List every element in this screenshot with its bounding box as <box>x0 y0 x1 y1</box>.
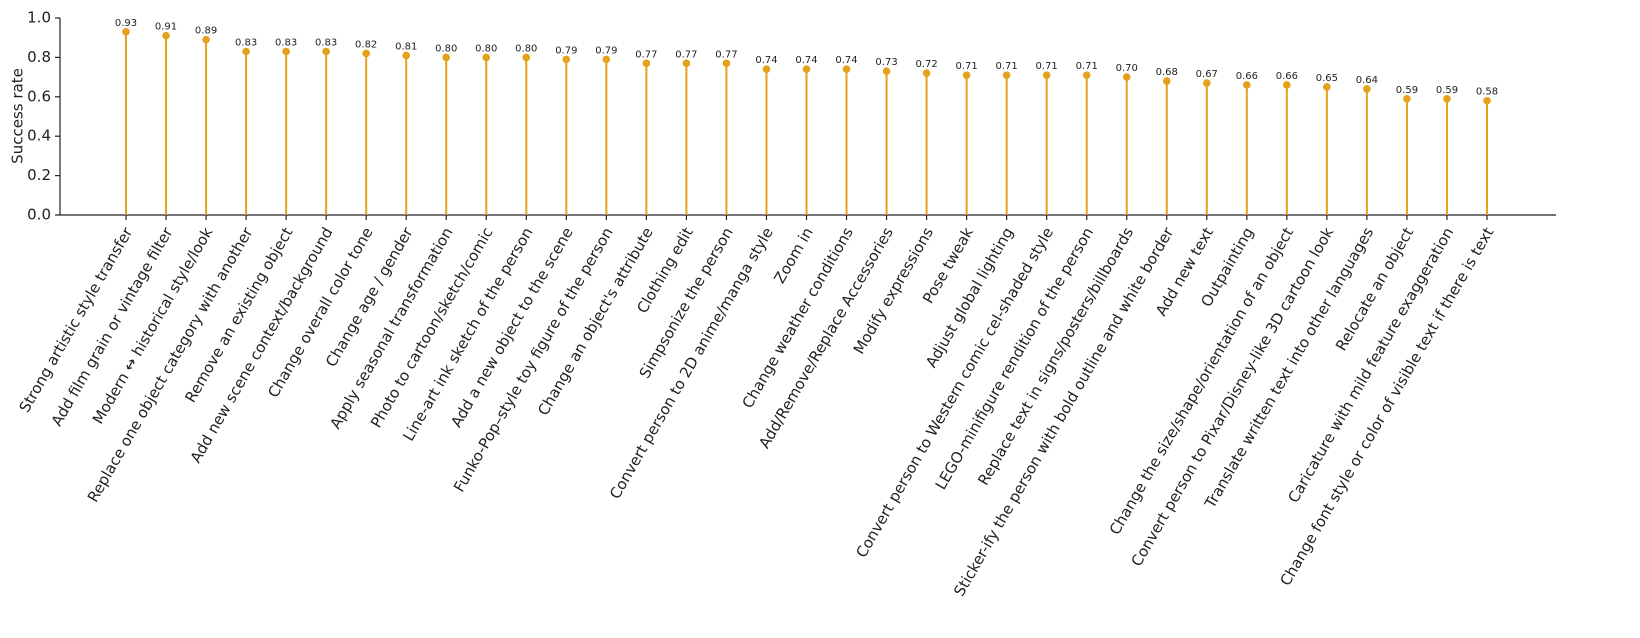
y-tick-label: 0.2 <box>27 166 51 184</box>
value-label: 0.89 <box>195 26 217 37</box>
value-label: 0.83 <box>235 37 257 48</box>
marker <box>242 47 250 56</box>
marker <box>642 59 651 68</box>
y-axis-label: Success rate <box>9 68 27 164</box>
value-label: 0.74 <box>795 55 817 66</box>
marker <box>122 27 130 36</box>
value-label: 0.77 <box>715 49 737 60</box>
value-label: 0.71 <box>955 61 977 72</box>
value-label: 0.66 <box>1276 71 1298 82</box>
y-tick-label: 0.4 <box>27 127 51 145</box>
marker <box>362 49 370 58</box>
y-tick-label: 0.6 <box>27 87 51 105</box>
marker <box>962 71 971 79</box>
y-tick-label: 0.8 <box>27 48 51 66</box>
y-tick-label: 0.0 <box>27 206 51 224</box>
value-label: 0.82 <box>355 39 377 50</box>
value-label: 0.81 <box>395 41 417 52</box>
value-label: 0.68 <box>1156 67 1178 78</box>
marker <box>722 59 731 68</box>
marker <box>162 31 170 40</box>
value-label: 0.91 <box>155 22 177 33</box>
marker <box>1082 71 1091 79</box>
marker <box>1403 94 1411 103</box>
marker <box>562 55 571 64</box>
value-label: 0.65 <box>1316 73 1338 84</box>
value-label: 0.74 <box>835 55 857 66</box>
value-label: 0.64 <box>1356 75 1378 86</box>
marker <box>682 59 691 68</box>
marker <box>802 65 811 74</box>
value-label: 0.77 <box>675 49 697 60</box>
marker <box>1042 71 1051 79</box>
marker <box>882 67 891 75</box>
value-label: 0.83 <box>275 37 297 48</box>
marker <box>602 55 611 64</box>
marker <box>482 53 491 62</box>
value-label: 0.71 <box>996 61 1018 72</box>
value-label: 0.66 <box>1236 71 1258 82</box>
marker <box>1363 85 1371 93</box>
marker <box>1483 96 1491 105</box>
value-label: 0.73 <box>875 57 897 68</box>
marker <box>1243 81 1251 89</box>
value-label: 0.59 <box>1396 85 1418 96</box>
marker <box>282 47 290 56</box>
value-label: 0.80 <box>515 43 537 54</box>
value-label: 0.77 <box>635 49 657 60</box>
value-label: 0.80 <box>475 43 497 54</box>
value-label: 0.72 <box>915 59 937 70</box>
y-tick-label: 1.0 <box>27 9 51 27</box>
marker <box>1323 83 1331 91</box>
marker <box>202 35 210 44</box>
marker <box>402 51 411 60</box>
value-label: 0.80 <box>435 43 457 54</box>
value-label: 0.59 <box>1436 85 1458 96</box>
value-label: 0.93 <box>115 18 137 29</box>
marker <box>1202 79 1211 87</box>
value-label: 0.74 <box>755 55 777 66</box>
value-label: 0.71 <box>1076 61 1098 72</box>
marker <box>1122 73 1131 81</box>
marker <box>1283 81 1291 89</box>
marker <box>1002 71 1011 79</box>
value-label: 0.83 <box>315 37 337 48</box>
marker <box>922 69 931 77</box>
value-label: 0.67 <box>1196 69 1218 80</box>
marker <box>842 65 851 74</box>
value-label: 0.79 <box>595 45 617 56</box>
marker <box>442 53 451 62</box>
value-label: 0.70 <box>1116 63 1138 74</box>
value-label: 0.58 <box>1476 87 1498 98</box>
marker <box>1443 94 1451 103</box>
value-label: 0.71 <box>1036 61 1058 72</box>
marker <box>762 65 771 74</box>
marker <box>1162 77 1171 85</box>
marker <box>522 53 531 62</box>
value-label: 0.79 <box>555 45 577 56</box>
marker <box>322 47 330 56</box>
